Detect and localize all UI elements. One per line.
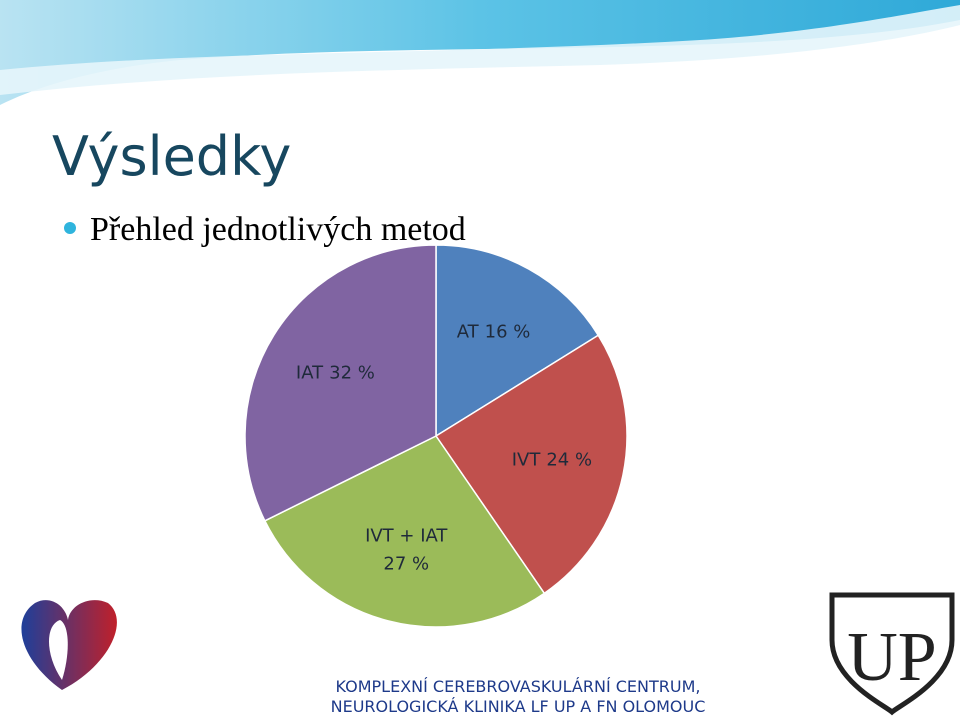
header-wave-light (0, 5, 960, 95)
slide-title: Výsledky (52, 125, 291, 188)
pie-slice (244, 244, 437, 522)
slice-category: IVT (512, 449, 542, 470)
bullet-dot (64, 222, 76, 234)
slice-category: AT (457, 322, 480, 343)
left-logo (21, 600, 117, 690)
slice-label: IAT 32 % (296, 363, 375, 384)
slice-value-label: 32 % (329, 363, 375, 384)
pie-slice (435, 244, 600, 438)
slice-label: IVT + IAT 27 % (365, 526, 448, 575)
footer-line: NEUROLOGICKÁ KLINIKA LF UP A FN OLOMOUC (331, 697, 706, 716)
slice-value-label: 16 % (485, 322, 531, 343)
pie-slice (434, 334, 628, 595)
slice-category: IAT (296, 363, 324, 384)
pie-chart: AT 16 % IVT 24 % IVT + IAT 27 % IAT 32 % (244, 244, 628, 628)
slice-label: IVT 24 % (512, 449, 592, 470)
slice-value-label: 27 % (383, 554, 429, 575)
footer-line: KOMPLEXNÍ CEREBROVASKULÁRNÍ CENTRUM, (336, 677, 701, 696)
pie-slice (263, 435, 546, 628)
header-wave (0, 0, 960, 105)
bullet-text: Přehled jednotlivých metod (90, 211, 466, 248)
slice-category: IVT + IAT (365, 526, 448, 547)
right-logo: UP (829, 592, 955, 716)
slice-value-label: 24 % (546, 449, 592, 470)
svg-text:UP: UP (847, 619, 936, 696)
slice-label: AT 16 % (457, 322, 531, 343)
